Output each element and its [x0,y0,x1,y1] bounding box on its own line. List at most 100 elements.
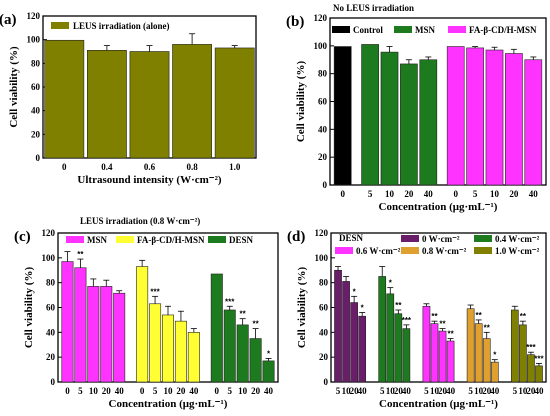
significance-marker: * [267,349,271,358]
bar [380,51,399,186]
bar [162,314,174,383]
y-tick-label: 100 [42,253,56,263]
bar [361,44,379,186]
legend-swatch [66,236,84,243]
x-tick-label: 5 [513,386,518,396]
y-tick-label: 60 [318,97,328,107]
panel-label: (b) [286,14,304,30]
y-tick-label: 0 [51,377,56,387]
significance-marker: *** [402,316,412,325]
panel-note: No LEUS irradiation [333,3,414,13]
y-tick-label: 20 [46,352,56,362]
bar [510,309,519,383]
y-tick-label: 20 [31,129,41,139]
x-tick-label: 20 [102,386,112,396]
significance-marker: * [493,351,497,360]
x-tick-label: 40 [115,386,125,396]
x-tick-label: 10 [430,386,440,396]
bar [535,365,543,383]
legend-swatch [208,236,226,243]
x-tick-label: 20 [526,386,536,396]
panel-0: 0 20 40 60 80 100 120 Cell viability (%) Ultraso… [0,11,257,186]
bar [210,273,223,383]
x-axis-label: Concentration (μg·mL⁻¹) [379,398,498,410]
bar [400,63,418,186]
x-tick-label: 40 [189,386,199,396]
x-tick-label: 5 [336,386,341,396]
x-tick-label: 0.4 [101,162,113,172]
bar [482,338,491,383]
legend-label: 0 W·cm⁻² [422,234,460,244]
x-tick-label: 10 [238,386,248,396]
y-tick-label: 100 [314,41,328,51]
y-tick-label: 100 [27,35,41,45]
legend-swatch [448,26,466,33]
bar [187,332,200,383]
x-tick-label: 40 [402,386,412,396]
significance-marker: *** [534,354,544,363]
x-tick-label: 20 [350,386,360,396]
bar [422,305,431,383]
y-axis-label: Cell viability (%) [23,267,35,349]
legend-swatch [401,247,419,254]
x-tick-label: 40 [529,189,539,199]
y-tick-label: 120 [27,11,41,21]
bar [236,324,249,383]
x-tick-label: 20 [509,189,519,199]
bar [113,292,126,383]
significance-marker: ** [240,310,247,319]
y-axis-label: Cell viability (%) [296,267,308,349]
legend-swatch [401,235,419,242]
bar [136,266,149,383]
legend-label: 0.4 W·cm⁻² [495,234,540,244]
legend-label: MSN [415,25,436,35]
bar [249,338,262,383]
y-tick-label: 80 [319,278,329,288]
y-tick-label: 120 [314,13,328,23]
bar [466,47,484,186]
bar [350,302,358,383]
legend-swatch [474,235,492,242]
bar [214,47,255,159]
significance-marker: *** [225,297,235,306]
x-tick-label: 40 [490,386,500,396]
x-tick-label: 10 [342,386,352,396]
significance-marker: * [389,279,393,288]
bar [505,53,523,186]
bar [129,51,170,159]
y-tick-label: 40 [31,106,41,116]
x-tick-label: 10 [490,189,500,199]
x-tick-label: 5 [153,386,158,396]
y-tick-label: 120 [315,228,329,238]
bar [74,267,87,383]
x-tick-label: 40 [534,386,544,396]
significance-marker: ** [431,312,438,321]
x-tick-label: 0.8 [186,162,198,172]
significance-marker: * [353,287,357,296]
y-tick-label: 80 [31,58,41,68]
legend-swatch [116,236,134,243]
significance-marker: ** [252,320,259,329]
bar [358,315,367,383]
bar [100,286,113,383]
x-tick-label: 5 [468,386,473,396]
y-tick-label: 80 [318,69,328,79]
bar [474,323,483,383]
x-tick-label: 10 [518,386,528,396]
bar [430,323,439,383]
y-tick-label: 60 [31,82,41,92]
bar [223,309,236,383]
significance-marker: ** [476,311,483,320]
legend-swatch [51,22,69,29]
x-tick-label: 10 [385,189,395,199]
x-tick-label: 20 [251,386,261,396]
panel-label: (c) [14,229,31,245]
legend-label: FA-β-CD/H-MSN [469,25,537,35]
x-tick-label: 40 [358,386,368,396]
bar [61,261,74,383]
y-tick-label: 100 [315,253,329,263]
bar [174,320,187,383]
y-axis-label: Cell viability (%) [295,61,307,143]
